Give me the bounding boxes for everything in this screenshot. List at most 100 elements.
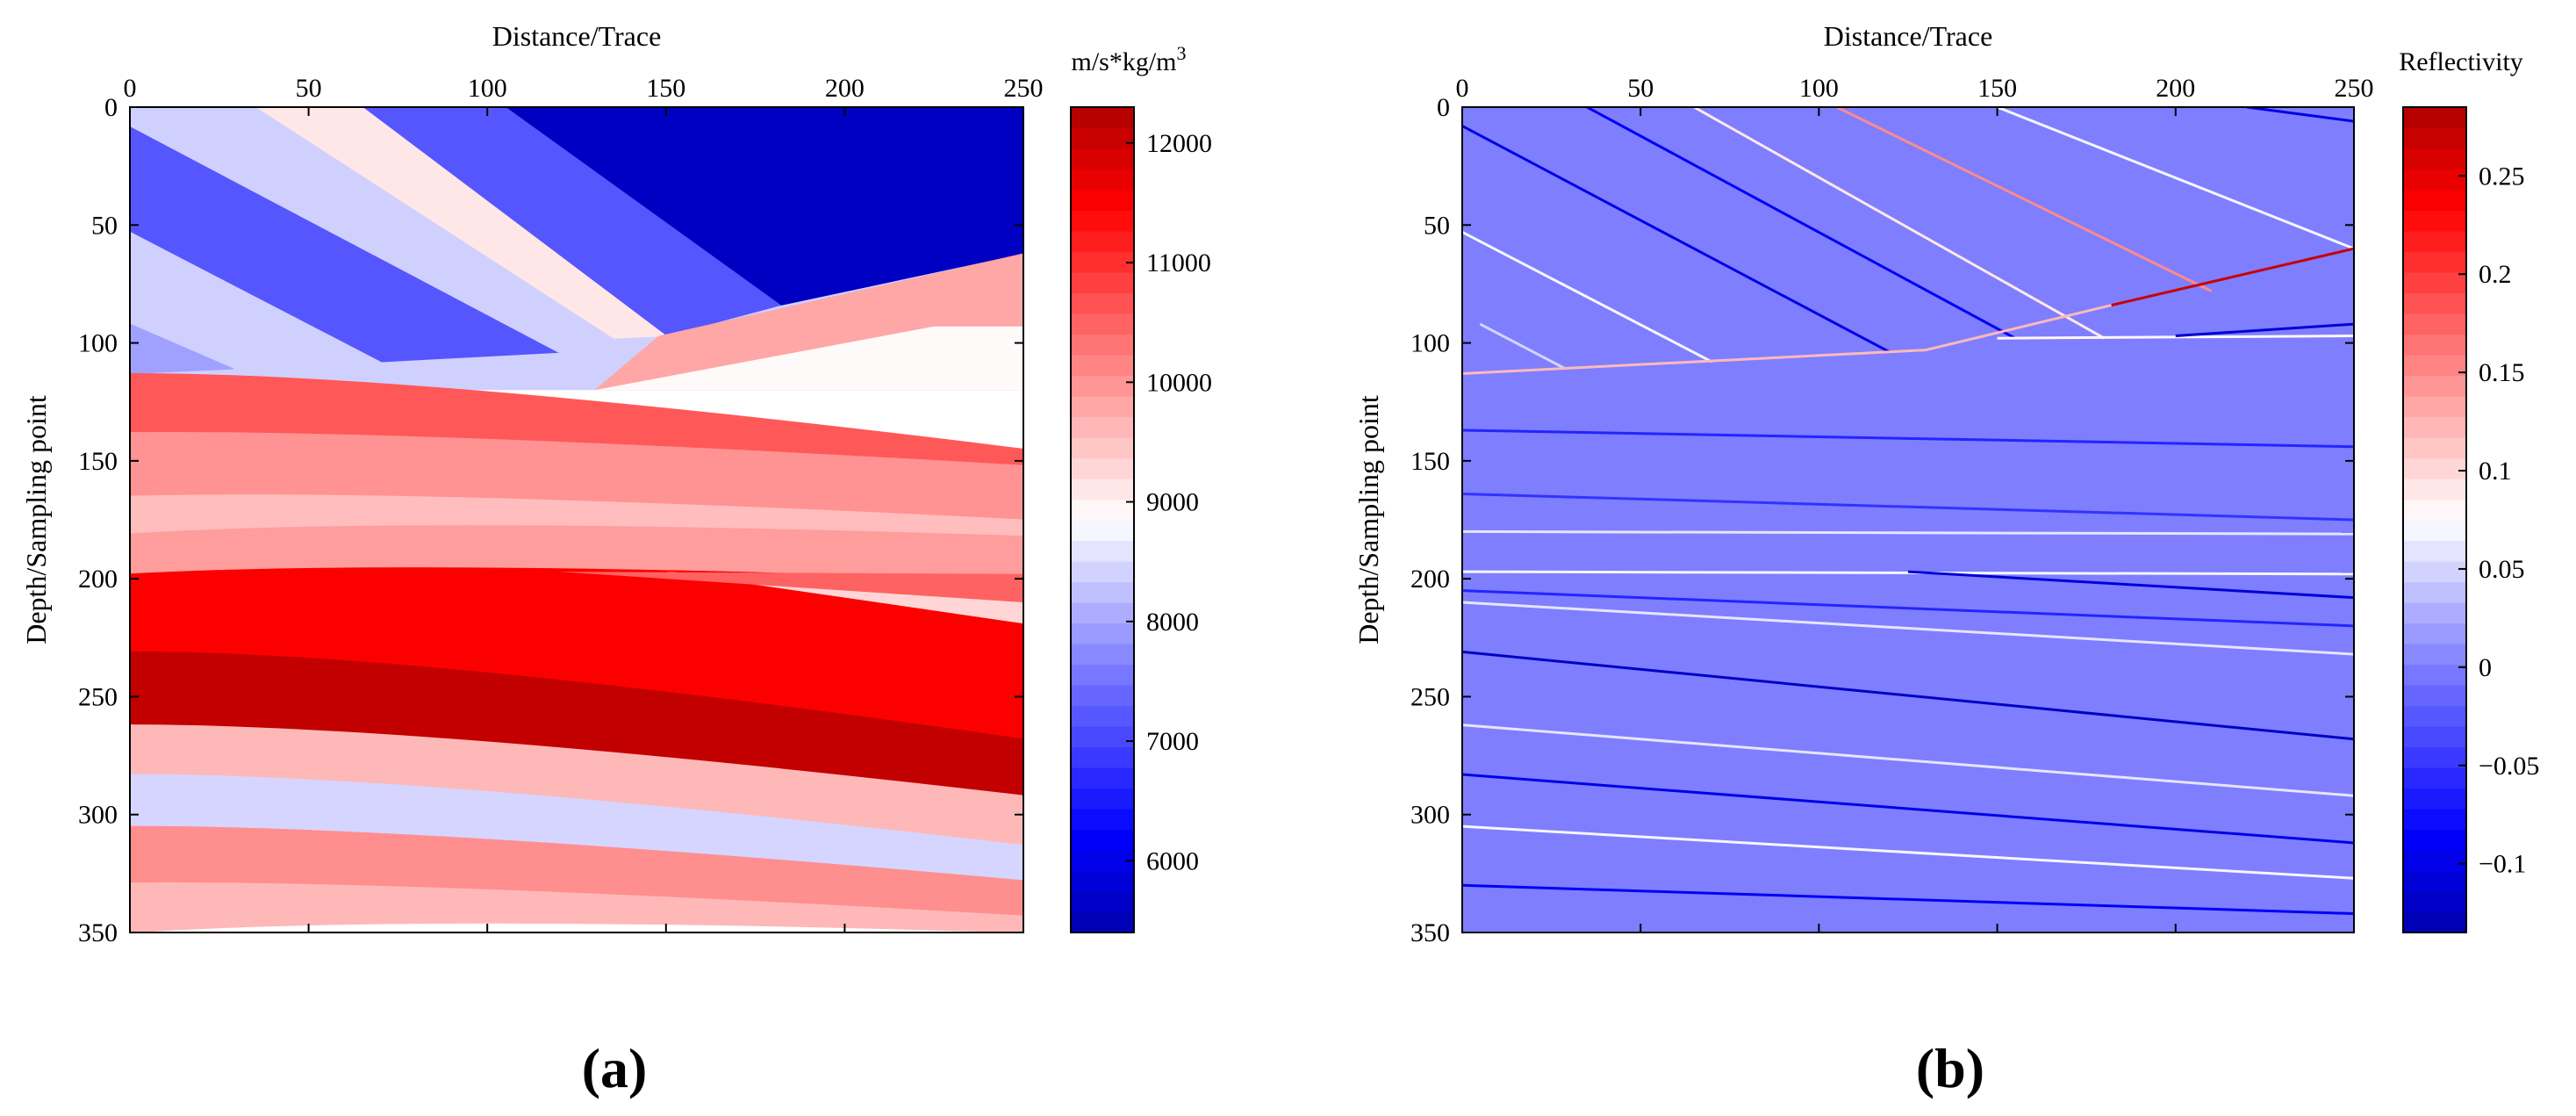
colorbar-tick-label: −0.05 [2479,752,2539,781]
colorbar-swatch [1071,231,1134,253]
colorbar-swatch [2403,891,2466,913]
colorbar-swatch [1071,499,1134,521]
reflector-line [1586,107,2016,340]
colorbar-swatch [2403,788,2466,810]
colorbar-frame [2402,106,2467,933]
y-tick-label: 250 [78,682,118,711]
colorbar-swatch [2403,664,2466,686]
y-axis-title: Depth/Sampling point [1353,395,1384,644]
y-tick-label: 0 [104,93,118,122]
x-tick-label: 150 [646,74,685,103]
colorbar-swatch [1071,334,1134,356]
colorbar-tick-label: 12000 [1146,129,1212,158]
y-tick-label: 50 [1424,211,1450,240]
colorbar-swatch [2403,581,2466,603]
y-tick-label: 50 [91,211,118,240]
reflector-line [1462,492,2354,522]
colorbar-swatch [2403,375,2466,397]
reflector-line [1693,107,2106,340]
colorbar-swatch [1071,457,1134,479]
colorbar-swatch [1071,169,1134,191]
colorbar-tick-label: 0.05 [2479,555,2525,584]
x-axis-title: Distance/Trace [1824,20,1993,52]
reflector-line [1997,335,2354,340]
panel-label: (b) [1916,1037,1984,1099]
colorbar-swatch [1071,272,1134,294]
colorbar-swatch [1071,685,1134,707]
colorbar-swatch [1071,127,1134,149]
wedge-layer [558,572,1023,602]
colorbar-tick-label: 6000 [1146,846,1199,875]
colorbar-swatch [2403,148,2466,170]
colorbar-swatch [2403,313,2466,335]
colorbar-tick-label: 0.1 [2479,457,2512,486]
colorbar-swatch [1071,850,1134,872]
colorbar-tick-label: 0 [2479,653,2492,682]
colorbar-swatch [2403,829,2466,851]
colorbar-swatch [1071,520,1134,542]
colorbar-swatch [2403,602,2466,624]
reflector-line [1462,650,2354,741]
colorbar-swatch [2403,107,2466,129]
colorbar-swatch [2403,479,2466,500]
colorbar-swatch [1071,190,1134,212]
colorbar-swatch [1071,829,1134,851]
x-tick-label: 100 [468,74,507,103]
colorbar-swatch [2403,540,2466,562]
colorbar-swatch [1071,210,1134,232]
colorbar-swatch [2403,127,2466,149]
dipping-layer [130,323,234,374]
colorbar-tick-label: 0.15 [2479,358,2525,387]
colorbar-swatch [2403,292,2466,314]
x-tick-label: 200 [825,74,865,103]
colorbar-tick-label: −0.1 [2479,850,2526,879]
reflector-line [1462,601,2354,656]
x-tick-label: 0 [1456,74,1469,103]
colorbar-swatch [2403,210,2466,232]
colorbar: −0.1 −0.05 0 0.05 0.1 0.15 0.2 0.25 Reflectivity [2399,47,2539,933]
colorbar-swatch [1071,726,1134,748]
y-tick-label: 0 [1437,93,1450,122]
colorbar-tick-label: 7000 [1146,727,1199,756]
colorbar-swatch [2403,437,2466,459]
colorbar-swatch [1071,809,1134,831]
colorbar-swatch [2403,272,2466,294]
colorbar-tick-label: 8000 [1146,608,1199,637]
axes-reflectivity: 0 50 100 150 200 250 0 50 100 150 200 250 300 350 Dist… [1353,20,2539,1099]
y-tick-label: 150 [1410,447,1450,476]
colorbar-swatch [1071,313,1134,335]
axes-impedance: 0 50 100 150 200 250 0 50 100 150 200 250 300 350 Dist… [20,20,1212,1099]
colorbar-swatch [1071,251,1134,273]
x-tick-label: 200 [2156,74,2195,103]
colorbar-swatch [1071,788,1134,810]
colorbar-swatch [2403,520,2466,542]
colorbar-swatch [2403,623,2466,644]
colorbar: 6000 7000 8000 9000 10000 11000 12000 m/s*kg/m3 [1070,42,1212,933]
colorbar-swatch [2403,644,2466,666]
colorbar-swatch [1071,148,1134,170]
plot-frame [1461,106,2355,933]
colorbar-swatch [1071,581,1134,603]
x-axis-title: Distance/Trace [492,20,662,52]
reflector-line [2246,107,2354,123]
y-tick-label: 200 [1410,565,1450,594]
reflector-line [1462,529,2354,536]
reflector-line [1462,773,2354,845]
y-tick-label: 150 [78,447,118,476]
colorbar-swatch [2403,767,2466,789]
colorbar-swatch [2403,457,2466,479]
colorbar-swatch [1071,602,1134,624]
colorbar-swatch [1071,396,1134,418]
heatmap-reflectivity [1462,107,2354,932]
colorbar-swatch [1071,107,1134,129]
heatmap-impedance [130,107,1023,932]
colorbar-swatch [2403,746,2466,768]
reflector-line [1462,824,2354,880]
reflector-line [1907,570,2354,600]
colorbar-swatch [2403,809,2466,831]
colorbar-title: Reflectivity [2399,47,2523,76]
x-tick-label: 100 [1799,74,1839,103]
colorbar-swatch [1071,644,1134,666]
colorbar-swatch [2403,416,2466,438]
